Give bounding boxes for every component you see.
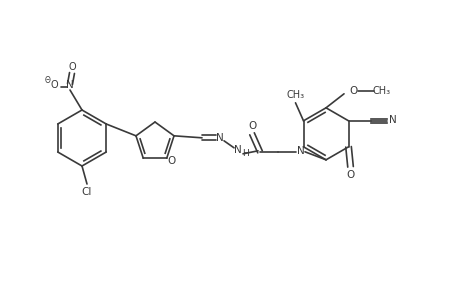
Text: O: O <box>167 156 175 166</box>
Text: H: H <box>241 149 248 158</box>
Text: N: N <box>234 145 241 155</box>
Text: N: N <box>297 146 304 156</box>
Text: N: N <box>388 115 396 125</box>
Text: O: O <box>247 121 256 131</box>
Text: O: O <box>348 86 356 96</box>
Text: Θ: Θ <box>45 76 51 85</box>
Text: CH₃: CH₃ <box>372 86 390 96</box>
Text: O: O <box>68 62 76 72</box>
Text: O: O <box>346 170 354 180</box>
Text: Cl: Cl <box>82 187 92 197</box>
Text: CH₃: CH₃ <box>286 90 304 100</box>
Text: N: N <box>66 80 74 90</box>
Text: O: O <box>50 80 58 90</box>
Text: N: N <box>216 133 224 143</box>
